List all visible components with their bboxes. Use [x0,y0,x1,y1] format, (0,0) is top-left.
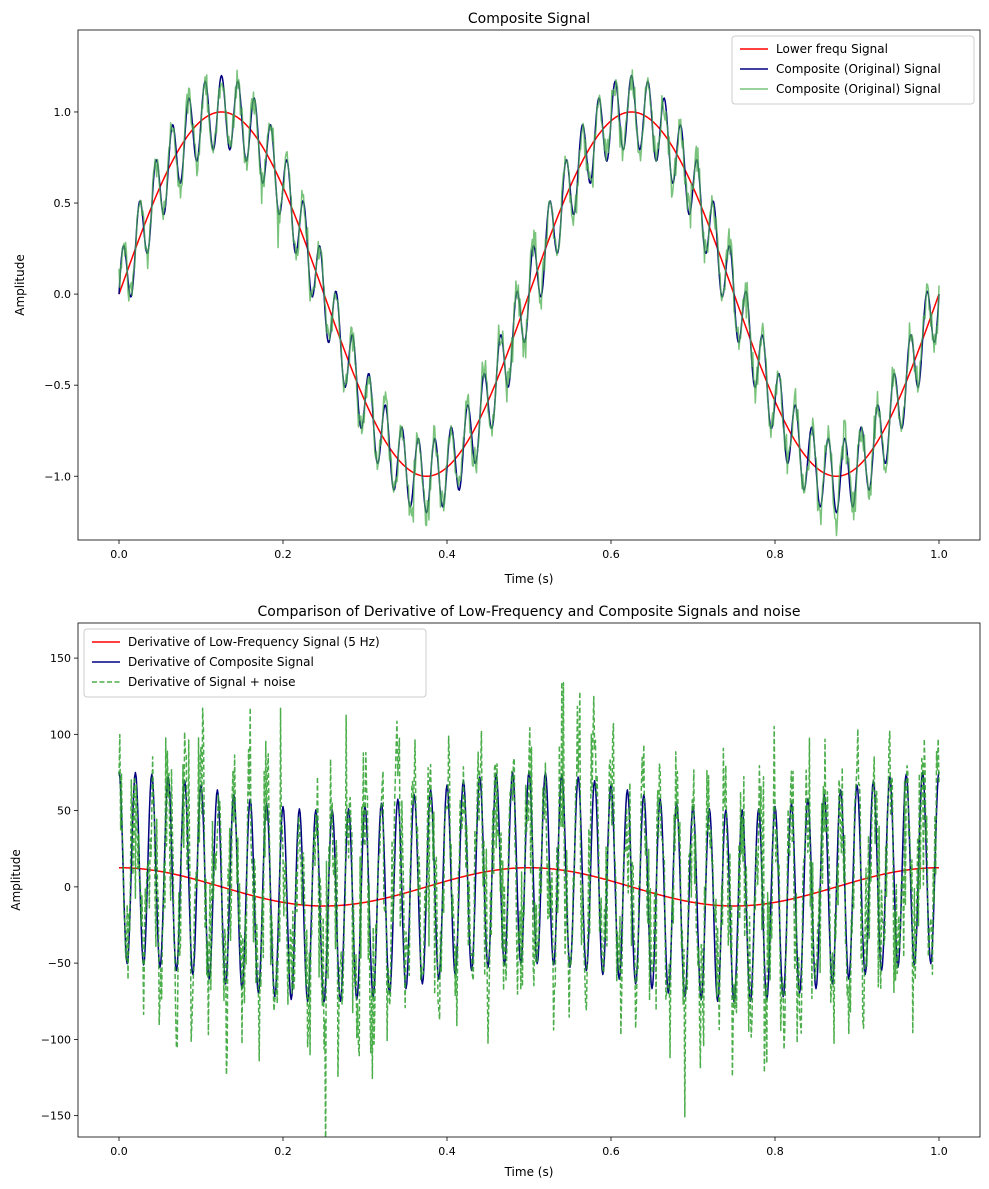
y-tick-label: 1.0 [54,106,72,119]
top-chart: Composite Signal Time (s) Amplitude 0.0 0… [13,11,981,586]
y-tick-label: 0.0 [54,288,72,301]
legend-box [83,628,427,698]
x-tick-label: 0.2 [274,1145,292,1158]
legend-label: Derivative of Signal + noise [128,675,296,689]
y-tick-label: −100 [41,1033,71,1046]
axes-frame [77,622,981,1138]
series-line-0 [119,866,939,907]
y-tick-label: −0.5 [44,379,71,392]
y-tick-label: 100 [50,728,71,741]
bottom-chart-ylabel: Amplitude [9,849,23,911]
y-tick-label: 150 [50,652,71,665]
x-tick-label: 0.0 [110,548,128,561]
y-tick-label: −1.0 [44,470,71,483]
series-line-2 [118,681,940,1137]
top-chart-xlabel: Time (s) [504,572,554,586]
y-tick-label: −50 [48,957,71,970]
x-tick-label: 0.0 [110,1145,128,1158]
bottom-chart-title: Comparison of Derivative of Low-Frequenc… [258,604,801,620]
y-tick-label: 0 [64,881,71,894]
x-tick-label: 0.2 [274,548,292,561]
legend-box [731,35,975,105]
series-line-2 [118,69,940,537]
legend-label: Lower frequ Signal [776,42,888,56]
y-tick-label: 0.5 [54,197,72,210]
y-tick-label: −150 [41,1110,71,1123]
x-tick-label: 0.8 [766,1145,784,1158]
legend: Lower frequ Signal Composite (Original) S… [731,35,975,105]
bottom-chart-xlabel: Time (s) [504,1165,554,1179]
top-chart-ylabel: Amplitude [13,254,27,316]
legend-label: Composite (Original) Signal [776,62,941,76]
bottom-chart: Comparison of Derivative of Low-Frequenc… [9,604,981,1179]
x-tick-label: 0.4 [438,548,456,561]
y-tick-label: 50 [57,805,71,818]
x-tick-label: 1.0 [930,1145,948,1158]
top-chart-title: Composite Signal [468,11,590,27]
x-tick-label: 0.6 [602,1145,620,1158]
legend: Derivative of Low-Frequency Signal (5 Hz… [83,628,427,698]
x-tick-label: 1.0 [930,548,948,561]
x-tick-label: 0.8 [766,548,784,561]
x-tick-label: 0.6 [602,548,620,561]
legend-label: Derivative of Composite Signal [128,655,314,669]
legend-label: Derivative of Low-Frequency Signal (5 Hz… [128,635,380,649]
x-tick-label: 0.4 [438,1145,456,1158]
axes-frame [77,29,981,541]
legend-label: Composite (Original) Signal [776,82,941,96]
